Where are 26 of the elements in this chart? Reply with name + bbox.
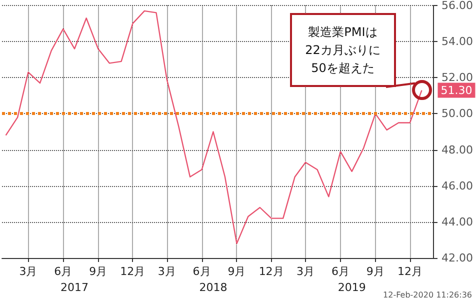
x2-tick-label: 2017 bbox=[60, 281, 89, 294]
x-tick-label: 6月 bbox=[331, 265, 350, 278]
y-tick-label: 44.00 bbox=[442, 215, 474, 228]
x-tick-label: 3月 bbox=[19, 265, 38, 278]
data-label: 51.30 bbox=[440, 84, 472, 97]
x-tick-label: 9月 bbox=[366, 265, 384, 278]
x-tick-label: 12月 bbox=[120, 265, 146, 278]
y-tick-label: 56.00 bbox=[442, 0, 474, 12]
y-tick-label: 46.00 bbox=[442, 179, 474, 192]
y-tick-label: 54.00 bbox=[442, 35, 474, 48]
x-tick-label: 3月 bbox=[296, 265, 314, 278]
x-tick-label: 6月 bbox=[54, 265, 72, 278]
x-tick-label: 6月 bbox=[192, 265, 211, 278]
y-tick-label: 48.00 bbox=[442, 143, 474, 156]
x-tick-label: 3月 bbox=[158, 265, 176, 278]
x-tick-label: 9月 bbox=[228, 265, 246, 278]
y-tick-label: 42.00 bbox=[442, 252, 474, 264]
annotation: 製造業PMIは 22カ月ぶりに 50を超えた bbox=[290, 13, 396, 87]
y-tick-label: 52.00 bbox=[442, 71, 474, 84]
x-tick-label: 12月 bbox=[258, 265, 284, 278]
text: 12-Feb-2020 11:26:36 bbox=[383, 290, 472, 300]
x2-tick-label: 2019 bbox=[338, 281, 366, 294]
y-tick-label: 50.00 bbox=[442, 107, 474, 120]
x-tick-label: 12月 bbox=[397, 265, 422, 278]
x-tick-label: 9月 bbox=[89, 265, 108, 278]
x2-tick-label: 2018 bbox=[199, 281, 228, 294]
